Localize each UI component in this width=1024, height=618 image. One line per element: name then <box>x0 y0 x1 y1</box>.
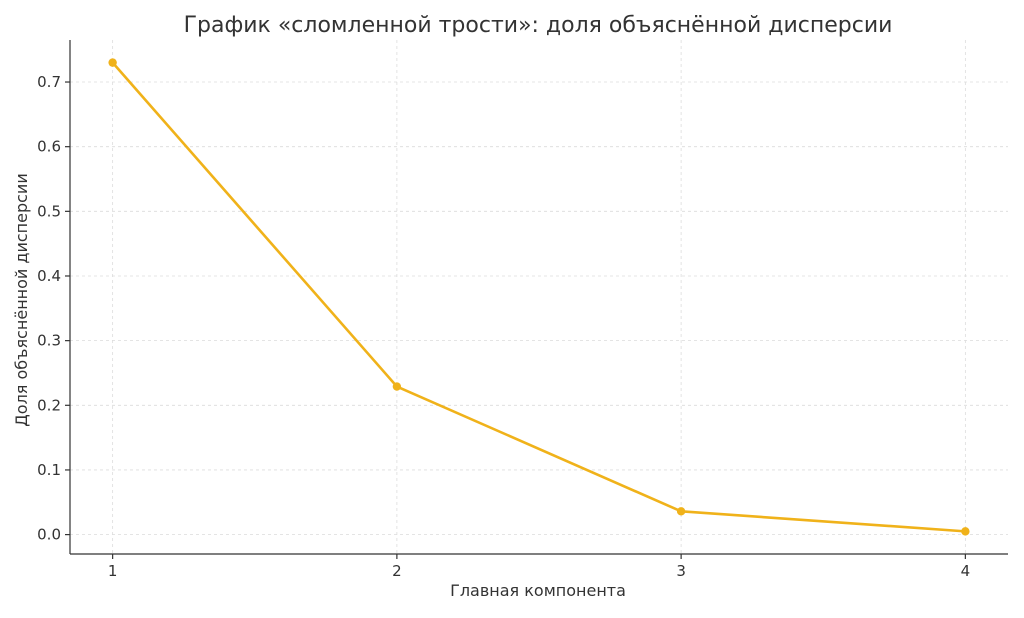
x-tick-label: 2 <box>392 562 402 580</box>
data-point <box>961 527 970 536</box>
y-tick-label: 0.0 <box>37 526 61 544</box>
chart-title: График «сломленной трости»: доля объяснё… <box>184 13 893 38</box>
x-axis-ticks: 1 2 3 4 <box>108 554 970 580</box>
data-point <box>676 507 686 516</box>
y-axis-label: Доля объяснённой дисперсии <box>12 173 31 426</box>
series-layer <box>108 58 970 536</box>
grid <box>70 40 1008 554</box>
x-tick-label: 3 <box>676 562 686 580</box>
x-axis-label: Главная компонента <box>450 581 626 600</box>
x-tick-label: 1 <box>108 562 118 580</box>
y-tick-label: 0.2 <box>37 396 61 414</box>
y-tick-label: 0.3 <box>37 332 61 350</box>
y-tick-label: 0.6 <box>37 138 61 156</box>
y-axis-ticks: 0.0 0.1 0.2 0.3 0.4 0.5 0.6 0.7 <box>37 73 70 544</box>
y-tick-label: 0.7 <box>37 73 61 91</box>
series-line <box>111 61 967 533</box>
x-tick-label: 4 <box>961 562 971 580</box>
y-tick-label: 0.5 <box>37 202 61 220</box>
data-point <box>108 58 117 67</box>
y-tick-label: 0.4 <box>37 267 61 285</box>
axes <box>69 40 1008 555</box>
data-point <box>392 382 402 391</box>
y-tick-label: 0.1 <box>37 461 61 479</box>
